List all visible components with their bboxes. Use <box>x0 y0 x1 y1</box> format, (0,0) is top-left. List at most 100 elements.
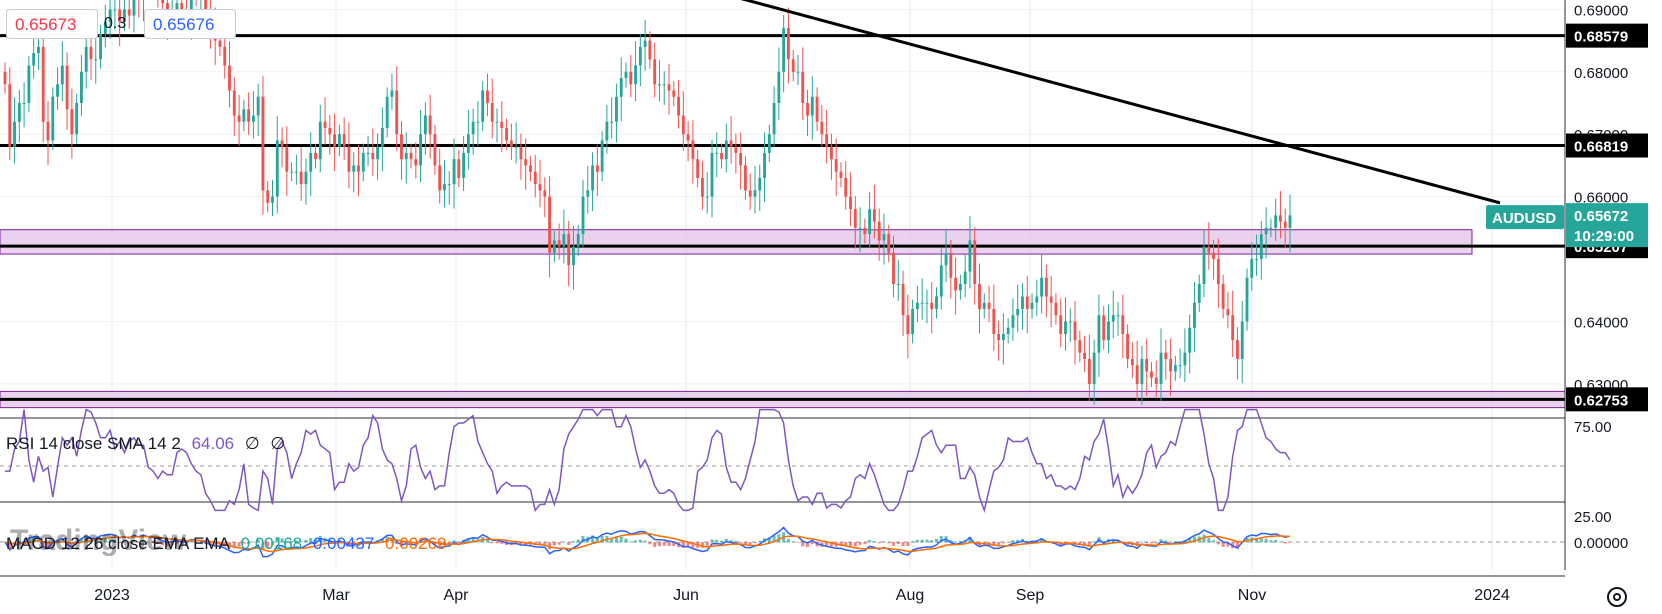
candle-body <box>1130 358 1134 366</box>
macd-histogram-bar <box>576 539 580 543</box>
candle <box>256 83 260 137</box>
macd-histogram-bar <box>844 542 848 547</box>
candle-body <box>1231 315 1235 341</box>
macd-histogram-bar <box>567 542 571 545</box>
candle <box>533 154 537 198</box>
candle <box>1073 300 1077 365</box>
candle <box>1140 345 1144 405</box>
macd-histogram-bar <box>634 540 638 543</box>
candle <box>323 97 327 145</box>
candle <box>1021 283 1024 330</box>
rsi-legend[interactable]: RSI 14 close SMA 14 2 64.06 ∅ ∅ <box>6 434 291 454</box>
candle-body <box>710 152 714 197</box>
candle <box>1259 220 1263 280</box>
candle <box>567 220 571 286</box>
candle-body <box>242 109 246 122</box>
candle <box>820 104 824 148</box>
candle-body <box>987 302 991 309</box>
candle <box>839 162 843 188</box>
candle <box>954 257 958 315</box>
macd-histogram-bar <box>266 542 270 548</box>
candle <box>677 79 680 129</box>
macd-histogram-bar <box>600 535 604 543</box>
candle <box>89 33 93 80</box>
macd-histogram-bar <box>294 540 298 543</box>
level-label: 0.68579 <box>1574 29 1628 46</box>
candle <box>56 67 59 110</box>
candle <box>925 289 929 324</box>
candle <box>858 207 862 253</box>
candle <box>361 143 365 182</box>
candle <box>791 49 795 82</box>
candle <box>572 225 575 290</box>
candle <box>853 196 857 249</box>
ask-price[interactable]: 0.65676 <box>144 9 236 39</box>
macd-histogram-bar <box>548 542 552 550</box>
macd-legend[interactable]: MACD 12 26 close EMA EMA 0.00168 0.00437… <box>6 534 452 554</box>
candle <box>872 184 876 239</box>
macd-histogram-bar <box>500 542 504 544</box>
candle-body <box>122 9 126 22</box>
candle <box>1121 294 1125 359</box>
candle <box>629 54 633 98</box>
candle-body <box>261 96 265 191</box>
macd-histogram-bar <box>968 537 972 543</box>
macd-histogram-bar <box>447 542 451 545</box>
time-tick-label: 2023 <box>94 587 130 604</box>
macd-histogram-bar <box>118 542 122 543</box>
level-label: 0.62753 <box>1574 392 1628 409</box>
candle-body <box>1197 284 1201 303</box>
candle-body <box>304 171 308 185</box>
macd-histogram-bar <box>1164 540 1168 543</box>
candle-body <box>180 3 184 10</box>
macd-histogram-bar <box>1278 541 1282 543</box>
macd-histogram-bar <box>667 542 671 546</box>
candle-body <box>605 121 609 141</box>
time-tick-label: Jun <box>673 587 699 604</box>
macd-histogram-bar <box>868 539 872 543</box>
macd-histogram-bar <box>1102 540 1106 543</box>
candle-body <box>189 0 193 16</box>
candle-body <box>328 127 332 135</box>
bid-price[interactable]: 0.65673 <box>6 9 98 39</box>
candle-body <box>1169 358 1173 372</box>
candle-body <box>1283 221 1287 228</box>
candle <box>1068 308 1072 343</box>
candle <box>51 87 55 150</box>
macd-histogram-bar <box>94 540 98 543</box>
macd-histogram-bar <box>1173 541 1177 543</box>
candle-body <box>337 134 341 147</box>
candle-body <box>1240 321 1244 359</box>
candle <box>22 82 26 128</box>
candle <box>930 282 934 334</box>
candle <box>242 99 246 132</box>
candle <box>591 152 594 211</box>
candle-body <box>915 302 919 309</box>
candle <box>103 4 107 48</box>
candle-body <box>218 40 222 47</box>
candle-body <box>438 165 442 191</box>
macd-histogram-bar <box>734 541 738 543</box>
candle-body <box>108 9 112 22</box>
candle-body <box>653 59 657 85</box>
candle <box>328 114 332 155</box>
macd-histogram-bar <box>958 540 962 543</box>
macd-hist-value: 0.00168 <box>240 534 303 553</box>
macd-histogram-bar <box>595 537 599 543</box>
macd-histogram-bar <box>132 540 136 543</box>
candle <box>638 33 642 87</box>
candle <box>529 156 532 182</box>
candle <box>548 176 552 278</box>
candle-body <box>1116 315 1120 317</box>
candle-body <box>1035 296 1039 303</box>
macd-histogram-bar <box>901 542 905 547</box>
gear-icon[interactable] <box>1604 584 1630 610</box>
macd-histogram-bar <box>643 540 647 543</box>
candle-body <box>118 9 122 22</box>
candle-body <box>648 40 652 60</box>
candle <box>710 139 714 218</box>
symbol-tag-bg <box>1486 205 1564 230</box>
candle-body <box>433 134 437 166</box>
macd-histogram-bar <box>385 536 389 543</box>
